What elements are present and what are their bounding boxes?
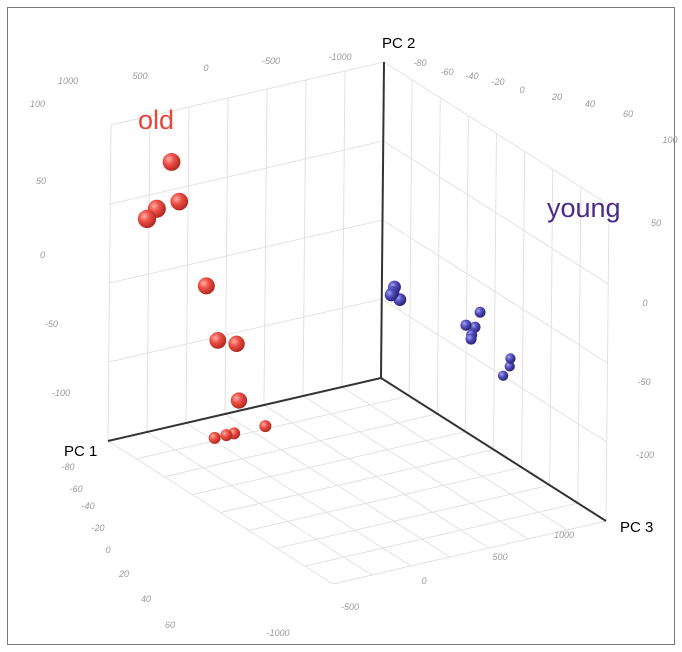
axis-line-pc3 [380, 377, 607, 522]
tick-label: -20 [91, 523, 104, 533]
grid-line [110, 140, 384, 205]
axis-title-pc3: PC 3 [620, 519, 653, 536]
tick-label: 60 [165, 620, 175, 630]
tick-label: 0 [642, 298, 647, 308]
tick-label: 0 [105, 545, 110, 555]
tick-label: -40 [81, 501, 94, 511]
tick-label: 60 [623, 109, 633, 119]
grid-line [164, 413, 438, 478]
tick-label: 20 [551, 92, 562, 102]
tick-label: 40 [585, 99, 595, 109]
grid-line [136, 395, 410, 460]
tick-label: 0 [203, 63, 208, 73]
axis-lines [107, 61, 607, 522]
data-point-young [505, 353, 516, 364]
tick-label: 500 [132, 71, 147, 81]
tick-label: -500 [262, 56, 280, 66]
grid-line [248, 466, 522, 531]
tick-label: -20 [491, 77, 504, 87]
data-point-old-floor [259, 420, 272, 433]
tick-label: -80 [413, 58, 426, 68]
tick-label: 1000 [58, 76, 78, 86]
group-label-young: young [547, 193, 621, 223]
data-point-young [497, 370, 509, 381]
tick-label: 40 [141, 594, 151, 604]
grid-line [382, 219, 608, 364]
grid-line [109, 219, 383, 284]
tick-label: 0 [40, 250, 45, 260]
grid-line [381, 298, 608, 443]
tick-label: -1000 [266, 628, 289, 638]
grid-line [383, 61, 610, 206]
tick-label: 500 [492, 552, 507, 562]
data-point-young [460, 319, 472, 331]
group-label-old: old [138, 105, 174, 135]
data-point-old [170, 192, 189, 211]
tick-label: -500 [341, 602, 359, 612]
tick-label: 100 [662, 135, 677, 145]
grid-line [192, 431, 466, 496]
tick-label: 50 [651, 218, 661, 228]
grid-lines [107, 61, 610, 585]
data-point-old [228, 335, 245, 353]
tick-label: -100 [636, 450, 654, 460]
grid-line [108, 298, 382, 363]
tick-label: 50 [36, 176, 46, 186]
data-point-young [465, 333, 477, 345]
axis-title-pc2: PC 2 [382, 35, 415, 52]
tick-label: -40 [465, 71, 478, 81]
tick-label: 100 [30, 99, 45, 109]
data-point-old [197, 277, 215, 295]
grid-line [220, 449, 494, 513]
data-point-young [474, 306, 486, 318]
axis-line-pc2 [380, 61, 385, 379]
tick-label: -60 [69, 484, 82, 494]
grid-line [276, 484, 550, 549]
data-point-old [137, 209, 157, 229]
tick-label: -80 [61, 462, 74, 472]
tick-label: 1000 [554, 530, 574, 540]
data-point-old [209, 331, 227, 349]
tick-label: -60 [440, 67, 453, 77]
tick-label: -50 [45, 319, 58, 329]
axis-title-pc1: PC 1 [64, 443, 97, 460]
tick-label: -50 [637, 377, 650, 387]
data-point-old-floor [220, 429, 233, 442]
data-point-young [384, 288, 398, 302]
grid-line [304, 502, 578, 567]
chart-frame [7, 7, 675, 645]
data-point-young [504, 361, 515, 372]
tick-label: -1000 [328, 52, 351, 62]
grid-line [332, 520, 607, 585]
tick-label: 20 [118, 569, 129, 579]
grid-line [110, 61, 385, 126]
data-point-old [230, 392, 248, 409]
axis-line-pc1 [107, 377, 382, 442]
data-point-old [162, 153, 181, 171]
tick-label: 0 [519, 85, 524, 95]
data-point-old-floor [208, 431, 221, 444]
tick-label: 0 [421, 576, 426, 586]
data-points [137, 153, 516, 444]
grid-line [382, 140, 609, 285]
tick-label: -100 [52, 388, 70, 398]
